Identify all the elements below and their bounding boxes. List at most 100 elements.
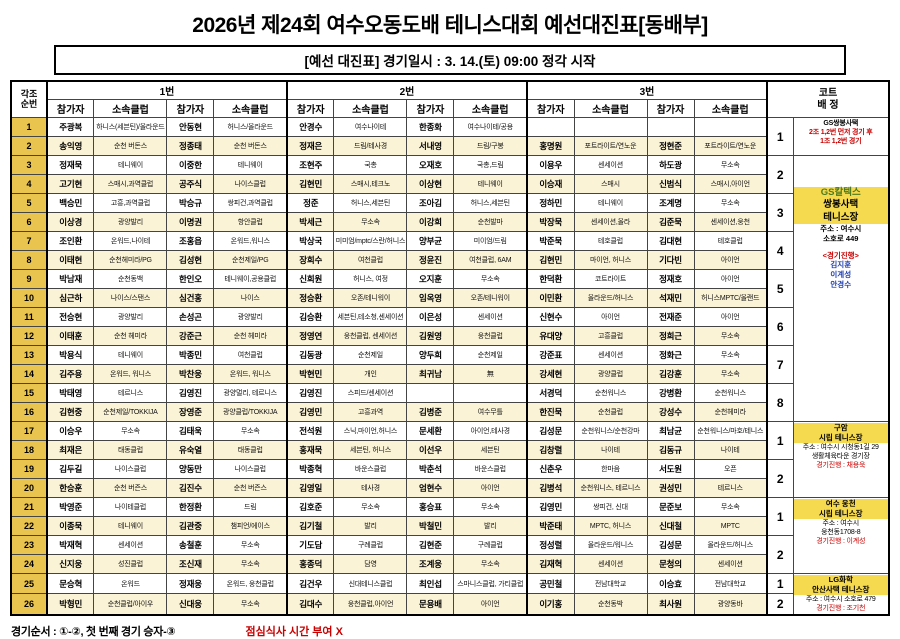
participant-cell: 이종묵 [45,516,95,536]
participant-cell: 서내영 [406,136,455,156]
club-cell: 스매시,과역클럽 [93,174,168,194]
participant-cell: 안동현 [166,117,215,137]
club-cell: 여수나이테/공용 [453,117,528,137]
participant-cell: 강세현 [526,364,575,384]
col-header-section-1: 1번 [45,80,288,100]
info-line: 여수 웅천 [794,499,889,509]
col-header-seq: 각조 순번 [10,80,48,118]
club-cell: 순천 버즌스 [213,478,288,498]
club-cell: 아이언 [453,478,528,498]
club-cell: 올라운드/워니스 [573,535,648,555]
club-cell: 한마음 [573,459,648,479]
participant-cell: 정준 [285,193,335,213]
participant-cell: 이기홍 [526,593,575,616]
club-cell: 아이언 [693,307,768,327]
participant-cell: 정영연 [285,326,335,346]
club-cell: 나이테클럽 [93,497,168,517]
club-cell: 웅천클럽,아이언 [333,593,408,616]
club-cell: 담영 [333,554,408,574]
info-line: 웅천동1708-8 [821,528,861,536]
participant-cell: 박형민 [45,593,95,616]
court-number: 7 [766,345,794,384]
club-cell: 나이테 [693,440,768,460]
bracket-table: 각조 순번 1번 2번 3번 코트 배 정 참가자 소속클럽 참가자 소속클럽 … [9,80,891,616]
match-datetime-banner: [예선 대진표] 경기일시 : 3. 14.(토) 09:00 정각 시작 [54,45,846,75]
club-cell: 국총 [333,155,408,175]
court-number: 3 [766,193,794,232]
club-cell: 구례클럽 [453,535,528,555]
club-cell: 테니웨이 [213,155,288,175]
participant-cell: 김영진 [166,383,215,403]
participant-cell: 홍재묵 [285,440,335,460]
info-line: 주소 : 여수시 시청동1길 29 [802,443,879,451]
participant-cell: 신지웅 [45,554,95,574]
participant-cell: 김현민 [526,250,575,270]
participant-cell: 기도담 [285,535,335,555]
participant-cell: 신현수 [526,307,575,327]
club-cell: 무소속 [693,364,768,384]
participant-cell: 신범식 [646,174,695,194]
row-number: 24 [10,554,48,574]
club-cell: 여천클럽, 6AM [453,250,528,270]
club-cell: 센세이션 [573,554,648,574]
row-number: 2 [10,136,48,156]
info-line: GS쌍봉사택 [823,120,859,127]
club-cell: 전남대학교 [573,572,648,595]
participant-cell: 문준보 [646,497,695,517]
club-cell: 순천 버돈스 [93,136,168,156]
info-line: 경기진행 : 조기천 [816,604,866,612]
participant-cell: 안경수 [285,117,335,137]
court-number: 2 [766,593,794,616]
club-cell: 순천클럽 [573,402,648,422]
club-cell: 테호클럽 [573,231,648,251]
row-number: 7 [10,231,48,251]
participant-cell: 박영준 [45,497,95,517]
lunch-note: 점심식사 시간 부여 X [245,625,343,638]
club-cell: 무소속 [453,497,528,517]
participant-cell: 장영준 [166,402,215,422]
club-cell: 무소속 [93,421,168,441]
club-cell: 허니스MPTC/올랜드 [693,288,768,308]
club-cell: 무소속 [333,497,408,517]
participant-cell: 문용배 [406,593,455,616]
participant-cell: 정희근 [646,326,695,346]
row-number: 21 [10,497,48,517]
col-header-club: 소속클럽 [93,99,168,118]
info-line: 주소 : 여수시 소호로 479 [805,595,876,603]
club-cell: 순천 버즌스 [93,478,168,498]
club-cell: 테르니스 [693,478,768,498]
participant-cell: 정현준 [646,136,695,156]
col-header-club: 소속클럽 [693,99,768,118]
club-cell: 순천 헤미라 [93,326,168,346]
club-cell: 센세이션 [573,155,648,175]
participant-cell: 정재은 [285,136,335,156]
club-cell [693,117,768,137]
participant-cell: 이명권 [166,212,215,232]
club-cell: 바운스클럽 [453,459,528,479]
col-header-court: 코트 배 정 [766,80,890,118]
club-cell: 테니웨이 [453,174,528,194]
club-cell: 미이엄/드림 [453,231,528,251]
participant-cell: 강준표 [526,345,575,365]
participant-cell: 김두길 [45,459,95,479]
participant-cell: 김대수 [285,593,335,616]
participant-cell: 이중한 [166,155,215,175]
info-line: 1조 1,2번 경기 [820,138,862,146]
participant-cell: 김영일 [285,478,335,498]
club-cell: 순천동박 [573,593,648,616]
participant-cell: 장희수 [285,250,335,270]
club-cell: 허니스,세븐틴 [333,193,408,213]
club-cell: 테사경 [333,478,408,498]
row-number: 15 [10,383,48,403]
participant-cell: 박종혁 [285,459,335,479]
club-cell: 여천클럽 [213,345,288,365]
club-cell: 세븐틴,테소청,센세이션 [333,307,408,327]
club-cell: 광양동바 [693,593,768,616]
club-cell: 여수무틀 [453,402,528,422]
club-cell: 바운스클럽 [333,459,408,479]
row-number: 3 [10,155,48,175]
club-cell: 순천클럽/아이우 [93,593,168,616]
row-number: 19 [10,459,48,479]
participant-cell: 신춘우 [526,459,575,479]
row-number: 20 [10,478,48,498]
